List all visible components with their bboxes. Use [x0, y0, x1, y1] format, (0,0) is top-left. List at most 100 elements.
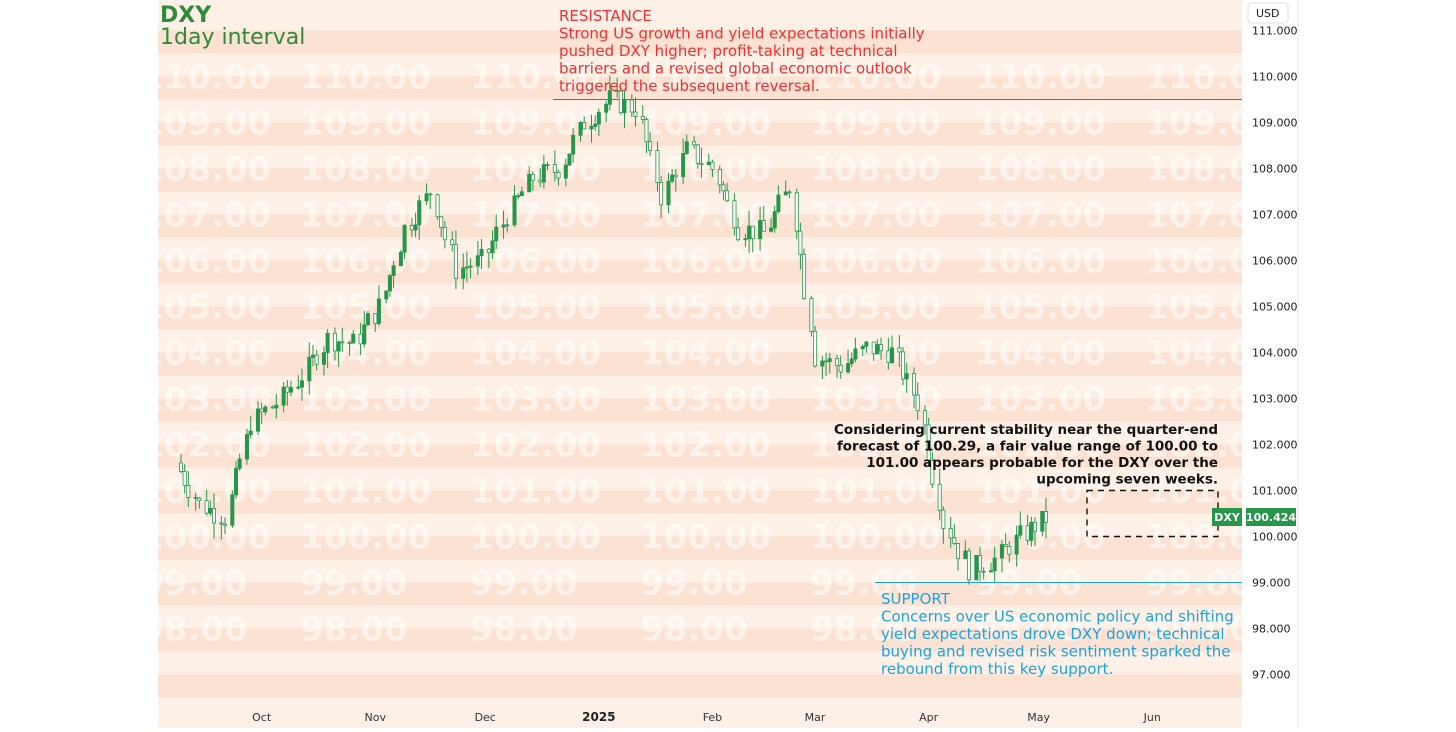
candle-body: [912, 373, 917, 396]
candle-body: [710, 161, 715, 170]
candle-body: [604, 103, 609, 113]
last-price-tag: [1246, 507, 1296, 526]
watermark-label: 106.00: [470, 242, 601, 282]
candle-body: [285, 386, 290, 393]
watermark-label: 110.00: [810, 58, 941, 98]
candle-body: [904, 373, 909, 380]
level-lines: [553, 99, 1242, 583]
candle-body: [563, 164, 568, 179]
candle-body: [875, 344, 880, 355]
time-tick-label: Feb: [703, 711, 722, 724]
watermark-label: 100.00: [810, 518, 941, 558]
candle-body: [1025, 525, 1030, 541]
candle-body: [871, 341, 876, 355]
candlestick-series: [179, 75, 1048, 585]
watermark-label: 107.00: [300, 196, 431, 236]
candle-body: [846, 363, 851, 373]
candle-body: [948, 528, 953, 539]
watermark-label: 108.00: [140, 150, 271, 190]
watermark-label: 108.00: [975, 150, 1106, 190]
candle-body: [864, 341, 869, 347]
candle-body: [956, 543, 961, 560]
forecast-note-line: Considering current stability near the q…: [834, 422, 1218, 438]
interval-label: 1day interval: [160, 25, 305, 50]
candle-body: [901, 351, 906, 380]
candle-body: [827, 358, 832, 363]
candle-body: [219, 522, 224, 525]
candle-body: [340, 341, 345, 344]
forecast-note-line: upcoming seven weeks.: [1036, 472, 1218, 488]
candle-body: [270, 406, 275, 409]
watermark-label: 99.00: [300, 564, 408, 604]
watermark-label: 103.00: [975, 380, 1106, 420]
currency-label: USD: [1256, 7, 1280, 20]
watermark-label: 104.00: [640, 334, 771, 374]
candle-body: [974, 554, 979, 581]
candle-body: [212, 508, 217, 524]
price-tick-label: 100.000: [1252, 531, 1298, 544]
candle-body: [435, 194, 440, 218]
candle-body: [413, 224, 418, 231]
watermark-label: 103.00: [140, 380, 271, 420]
candle-body: [255, 408, 260, 432]
candle-body: [387, 275, 392, 292]
candle-body: [629, 99, 634, 113]
resistance-note-line: Strong US growth and yield expectations …: [559, 25, 925, 43]
watermark-label: 107.00: [810, 196, 941, 236]
candle-body: [398, 251, 403, 267]
candle-body: [314, 354, 319, 365]
candle-body: [1043, 511, 1048, 523]
watermark-label: 101.00: [975, 472, 1106, 512]
chart-header: DXY 1day interval: [160, 3, 305, 50]
candle-body: [417, 200, 422, 226]
candle-body: [512, 195, 517, 226]
candle-body: [347, 342, 352, 344]
time-tick-label: Jun: [1143, 711, 1161, 724]
band-stripe: [158, 490, 1242, 514]
candle-body: [519, 191, 524, 197]
price-tick-label: 108.000: [1252, 163, 1298, 176]
candle-body: [179, 462, 184, 472]
price-axis[interactable]: USD 111.000 110.000 109.000 108.000 107.000 10…: [1212, 0, 1299, 728]
price-tick-label: 103.000: [1252, 393, 1298, 406]
candle-body: [853, 348, 858, 360]
band-stripe: [158, 260, 1242, 284]
watermark-label: 109.00: [300, 104, 431, 144]
candle-body: [494, 226, 499, 242]
band-stripe: [158, 168, 1242, 192]
candle-body: [450, 239, 455, 246]
candle-body: [321, 352, 326, 365]
resistance-note-line: barriers and a revised global economic o…: [559, 60, 912, 78]
watermark-label: 98.00: [640, 610, 748, 650]
candle-body: [923, 410, 928, 426]
watermark-label: 98.00: [470, 610, 578, 650]
candle-body: [860, 345, 865, 350]
candle-body: [717, 168, 722, 186]
candle-body: [655, 150, 660, 183]
watermark-label: 100.00: [300, 518, 431, 558]
support-note-line: rebound from this key support.: [881, 660, 1113, 678]
watermark-label: 101.00: [640, 472, 771, 512]
candle-body: [915, 394, 920, 412]
band-stripe: [158, 674, 1242, 698]
candle-body: [684, 141, 689, 154]
candle-body: [230, 494, 235, 526]
candle-body: [879, 344, 884, 352]
band-stripe: [158, 306, 1242, 330]
candle-body: [384, 290, 389, 300]
candle-body: [695, 144, 700, 164]
candle-body: [571, 134, 576, 155]
band-stripe: [158, 536, 1242, 560]
candle-body: [1007, 546, 1012, 555]
candle-body: [622, 99, 627, 114]
candle-body: [552, 164, 557, 173]
watermark-label: 108.00: [470, 150, 601, 190]
time-tick-label: Dec: [475, 711, 496, 724]
currency-badge[interactable]: [1247, 2, 1289, 24]
candle-body: [358, 333, 363, 345]
time-axis[interactable]: Oct Nov Dec 2025 Feb Mar Apr May Jun: [252, 710, 1161, 724]
candle-body: [582, 122, 587, 130]
candle-body: [296, 386, 301, 389]
